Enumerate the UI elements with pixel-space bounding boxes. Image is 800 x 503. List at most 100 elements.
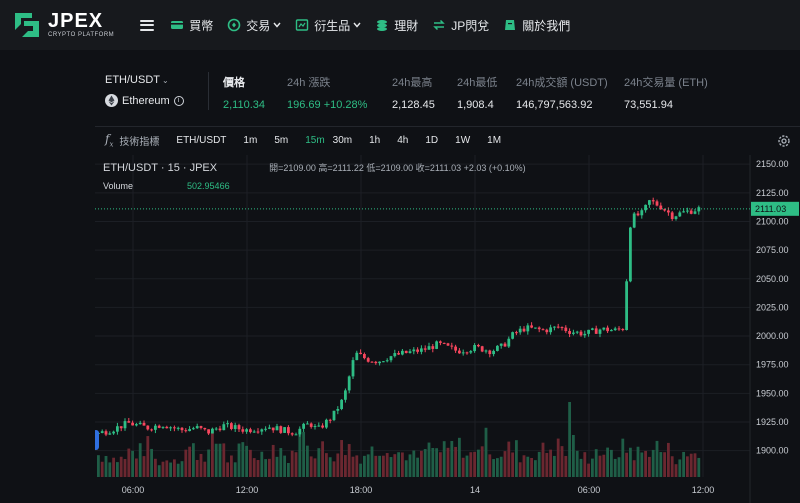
- interval-1m[interactable]: 1m: [243, 135, 258, 146]
- candle-body: [366, 358, 370, 362]
- logo[interactable]: JPEX CRYPTO PLATFORM: [12, 10, 114, 40]
- candle-body: [264, 428, 267, 430]
- volume-bar: [146, 436, 150, 477]
- candle-body: [450, 345, 454, 347]
- volume-bar: [606, 447, 609, 477]
- candle-body: [169, 427, 172, 429]
- volume-bar: [123, 459, 127, 477]
- candle-body: [287, 427, 290, 434]
- last-price-tag: [751, 201, 799, 216]
- volume-bar: [492, 459, 495, 477]
- interval-30m[interactable]: 30m: [332, 135, 353, 146]
- candle-body: [530, 325, 533, 328]
- interval-15m[interactable]: 15m: [305, 135, 325, 146]
- candle-body: [606, 327, 609, 332]
- candle-body: [423, 348, 427, 350]
- volume-bar: [100, 461, 104, 477]
- candle-body: [442, 342, 446, 344]
- indicators-button[interactable]: fx 技術指標: [105, 132, 159, 148]
- candle-body: [404, 350, 408, 354]
- volume-bar: [161, 461, 165, 477]
- volume-bar: [157, 465, 161, 477]
- interval-1d[interactable]: 1D: [425, 135, 439, 146]
- coin-row: Ethereum i: [105, 94, 184, 107]
- interval-1mo[interactable]: 1M: [487, 135, 502, 146]
- candle-body: [670, 212, 674, 219]
- volume-bar: [260, 451, 264, 477]
- nav-label: 買幣: [189, 18, 214, 33]
- volume-bar: [283, 455, 286, 477]
- volume-bar: [226, 462, 229, 477]
- candle-body: [146, 425, 150, 430]
- nav-item-about[interactable]: 關於我們: [503, 17, 570, 34]
- candle-body: [655, 201, 659, 206]
- candle-body: [446, 343, 450, 346]
- volume-bar: [617, 457, 621, 477]
- candle-body: [150, 429, 153, 431]
- volume-bar: [347, 444, 351, 477]
- volume-bar: [537, 451, 541, 477]
- volume-bar: [271, 444, 275, 477]
- ohlc-readout: 開=2109.00 高=2111.22 低=2109.00 收=2111.03 …: [269, 163, 526, 173]
- nav-item-earn[interactable]: 理財: [375, 17, 418, 34]
- candle-body: [385, 360, 389, 362]
- volume-bar: [401, 452, 404, 477]
- volume-bar: [355, 455, 359, 477]
- symbol-button[interactable]: ETH/USDT: [176, 135, 227, 146]
- volume-bar: [465, 455, 469, 477]
- menu-icon[interactable]: [140, 19, 155, 31]
- candle-body: [317, 425, 321, 427]
- volume-bar: [454, 446, 457, 477]
- candle-body: [621, 329, 625, 331]
- nav-item-buy[interactable]: 買幣: [170, 17, 213, 34]
- volume-bar: [192, 443, 195, 477]
- settings-icon[interactable]: [776, 133, 792, 149]
- price-tick-label: 1950.00: [756, 388, 789, 398]
- candle-body: [644, 204, 647, 211]
- time-tick-label: 18:00: [350, 485, 373, 495]
- candle-body: [640, 210, 644, 216]
- candle-body: [503, 343, 507, 347]
- volume-bar: [610, 449, 613, 477]
- interval-1h[interactable]: 1h: [369, 135, 381, 146]
- volume-bar: [629, 447, 632, 477]
- pair-selector[interactable]: ETH/USDT ⌄: [105, 74, 184, 86]
- candle-body: [454, 346, 457, 351]
- interval-5m[interactable]: 5m: [274, 135, 289, 146]
- nav-item-derivatives[interactable]: 衍生品: [295, 17, 361, 34]
- candle-body: [553, 326, 556, 328]
- chart-legend: ETH/USDT · 15 · JPEX 開=2109.00 高=2111.22…: [103, 161, 526, 174]
- volume-bar: [218, 443, 222, 477]
- price-chart[interactable]: 1900.00 1925.00 1950.00 1975.00 2000.00 2025.…: [95, 155, 800, 503]
- volume-bar: [477, 449, 480, 477]
- volume-bar: [245, 445, 248, 477]
- candle-body: [583, 333, 587, 336]
- candle-body: [610, 330, 613, 332]
- volume-bar: [458, 437, 461, 477]
- nav-item-trade[interactable]: 交易: [227, 17, 281, 34]
- price-tick-label: 1925.00: [756, 417, 789, 427]
- nav-item-swap[interactable]: JP閃兌: [432, 17, 489, 34]
- candle-body: [100, 431, 104, 433]
- volume-bar: [697, 457, 701, 477]
- interval-4h[interactable]: 4h: [397, 135, 409, 146]
- brand-subtitle: CRYPTO PLATFORM: [48, 32, 115, 38]
- stat-value: 146,797,563.92: [516, 99, 593, 111]
- price-tick-label: 2025.00: [756, 302, 789, 312]
- candle-body: [378, 361, 381, 364]
- price-tick-label: 2150.00: [756, 159, 789, 169]
- volume-bar: [389, 457, 393, 477]
- stat-value: 2,128.45: [392, 99, 435, 111]
- candle-body: [138, 422, 142, 425]
- info-icon[interactable]: i: [173, 95, 184, 106]
- candle-body: [309, 423, 313, 427]
- interval-1w[interactable]: 1W: [455, 135, 471, 146]
- candle-body: [199, 426, 203, 428]
- candle-body: [515, 332, 518, 334]
- candle-body: [180, 427, 184, 431]
- volume-bar: [112, 457, 115, 477]
- volume-bar: [363, 455, 366, 477]
- volume-bar: [446, 447, 450, 477]
- time-tick-label: 06:00: [578, 485, 601, 495]
- candle-body: [382, 361, 385, 363]
